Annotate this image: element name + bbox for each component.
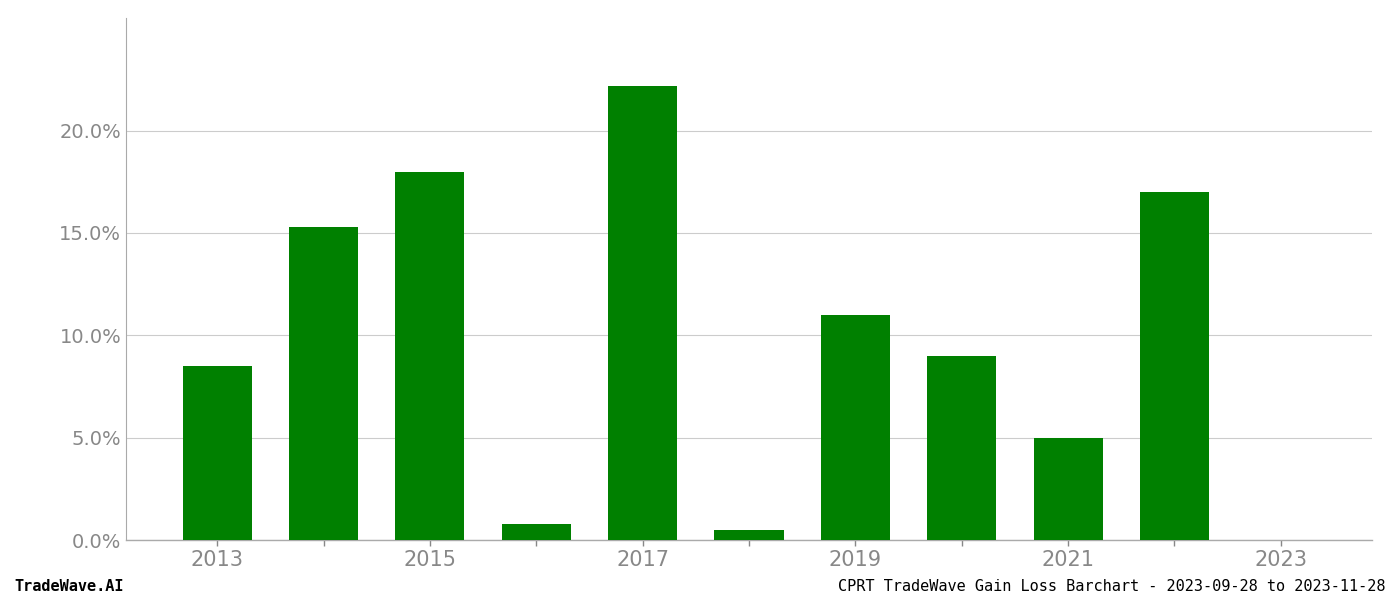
Text: TradeWave.AI: TradeWave.AI: [14, 579, 123, 594]
Bar: [395, 172, 465, 540]
Bar: [501, 524, 571, 540]
Bar: [714, 530, 784, 540]
Bar: [1033, 437, 1103, 540]
Bar: [820, 315, 890, 540]
Bar: [608, 86, 678, 540]
Bar: [288, 227, 358, 540]
Text: CPRT TradeWave Gain Loss Barchart - 2023-09-28 to 2023-11-28: CPRT TradeWave Gain Loss Barchart - 2023…: [839, 579, 1386, 594]
Bar: [182, 366, 252, 540]
Bar: [1140, 192, 1210, 540]
Bar: [927, 356, 997, 540]
